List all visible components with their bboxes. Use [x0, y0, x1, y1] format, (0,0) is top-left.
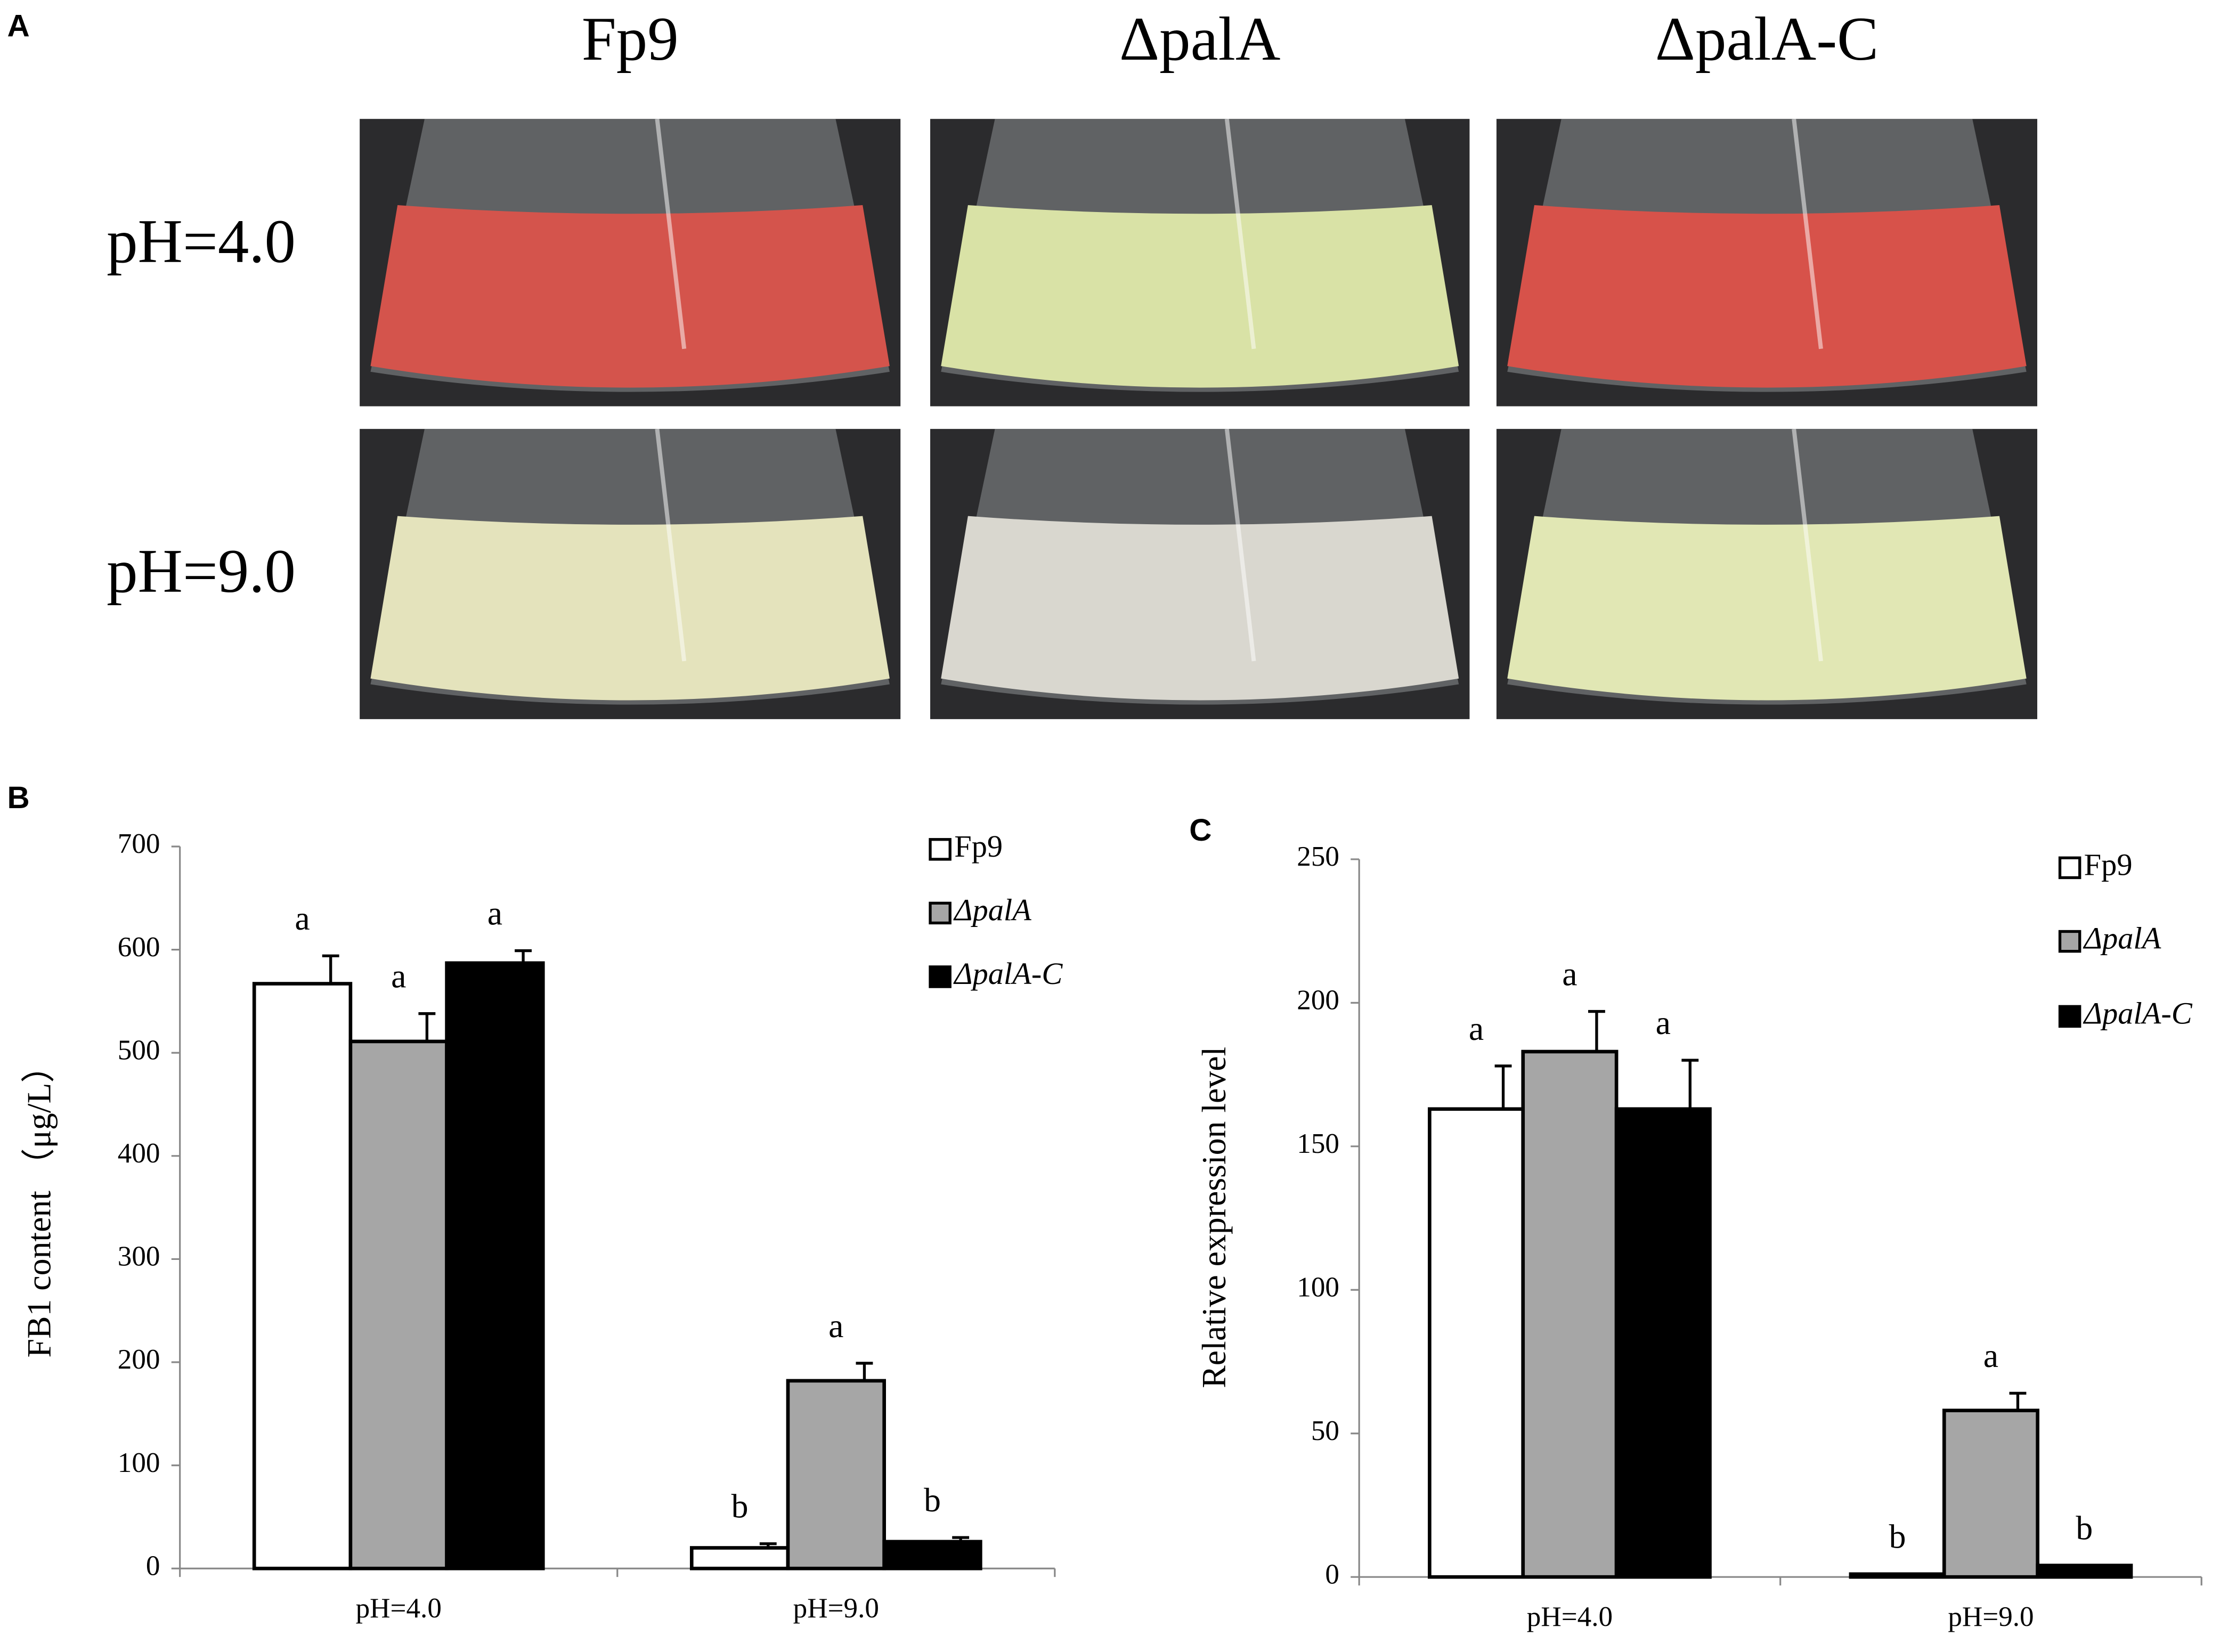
y-tick-label: 700 — [118, 828, 160, 859]
legend-swatch — [2058, 930, 2081, 953]
legend-label: Fp9 — [2084, 847, 2133, 882]
significance-letter: b — [1889, 1518, 1906, 1556]
error-bar — [515, 949, 532, 963]
error-bar — [322, 954, 339, 984]
y-tick-label: 50 — [1311, 1415, 1339, 1446]
panel-label: A — [7, 9, 30, 44]
bar — [348, 1039, 449, 1570]
significance-letter: b — [731, 1487, 749, 1525]
column-title: ΔpalA — [1119, 5, 1280, 74]
legend-label: Fp9 — [954, 829, 1003, 864]
y-tick-label: 200 — [1297, 985, 1339, 1016]
error-bar — [2009, 1391, 2027, 1411]
significance-letter: a — [295, 899, 310, 937]
legend-swatch — [2058, 1005, 2081, 1028]
glass-highlight — [1224, 428, 1256, 662]
x-tick-label: pH=4.0 — [1527, 1601, 1613, 1632]
bar — [882, 1540, 982, 1570]
y-tick-label: 400 — [118, 1138, 160, 1169]
bar — [252, 982, 353, 1570]
error-bar — [856, 1362, 873, 1381]
glass-highlight — [655, 428, 687, 662]
y-tick-label: 300 — [118, 1241, 160, 1272]
x-tick-label: pH=4.0 — [356, 1593, 442, 1624]
legend-label: ΔpalA-C — [2083, 996, 2193, 1030]
row-label: pH=9.0 — [107, 537, 296, 606]
flask-liquid — [941, 205, 1459, 388]
y-tick-label: 600 — [118, 932, 160, 963]
panel-label: C — [1189, 813, 1211, 848]
y-axis-title: Relative expression level — [1195, 1047, 1233, 1388]
y-tick-label: 0 — [146, 1550, 160, 1581]
bar — [1614, 1107, 1712, 1579]
bar — [786, 1379, 886, 1570]
legend-label: ΔpalA — [953, 892, 1031, 927]
y-tick-label: 0 — [1325, 1559, 1339, 1590]
flask-liquid — [1507, 205, 2027, 388]
error-bar — [1681, 1059, 1699, 1109]
x-tick-label: pH=9.0 — [1948, 1601, 2034, 1632]
legend-swatch — [929, 838, 952, 861]
legend-label: ΔpalA-C — [953, 956, 1063, 991]
flask-liquid — [1507, 516, 2027, 701]
error-bar — [1588, 1010, 1605, 1052]
significance-letter: a — [1983, 1337, 1998, 1374]
y-tick-label: 150 — [1297, 1128, 1339, 1159]
error-bar — [952, 1536, 970, 1542]
legend-swatch — [929, 901, 952, 925]
row-label: pH=4.0 — [107, 207, 296, 276]
column-title: Fp9 — [582, 5, 679, 74]
y-tick-label: 500 — [118, 1035, 160, 1065]
bar — [1521, 1049, 1619, 1579]
legend-swatch — [2058, 856, 2081, 880]
error-bar — [1494, 1064, 1512, 1109]
flask-liquid — [941, 516, 1459, 701]
y-tick-label: 200 — [118, 1344, 160, 1375]
significance-letter: a — [1562, 955, 1577, 992]
y-tick-label: 250 — [1297, 841, 1339, 872]
bar — [1428, 1107, 1525, 1579]
error-bar — [418, 1012, 436, 1041]
panel-label: B — [7, 780, 30, 815]
glass-highlight — [1224, 118, 1256, 349]
bar — [1942, 1409, 2039, 1579]
significance-letter: b — [924, 1481, 941, 1519]
x-tick-label: pH=9.0 — [793, 1593, 879, 1624]
error-bar — [759, 1542, 777, 1548]
y-tick-label: 100 — [118, 1447, 160, 1478]
legend-label: ΔpalA — [2083, 921, 2161, 955]
glass-highlight — [655, 118, 687, 349]
significance-letter: a — [1656, 1004, 1671, 1041]
photo-grid — [360, 118, 2037, 719]
significance-letter: a — [487, 894, 502, 932]
significance-letter: a — [391, 957, 406, 995]
bar — [2036, 1564, 2133, 1579]
column-title: ΔpalA-C — [1655, 5, 1879, 74]
significance-letter: a — [828, 1307, 843, 1345]
flask-liquid — [370, 516, 890, 701]
bar — [445, 961, 545, 1570]
glass-highlight — [1792, 118, 1823, 349]
glass-highlight — [1792, 428, 1823, 662]
y-tick-label: 100 — [1297, 1272, 1339, 1303]
legend-swatch — [929, 965, 952, 988]
bar — [689, 1546, 790, 1570]
flask-liquid — [370, 205, 890, 388]
significance-letter: a — [1469, 1010, 1484, 1047]
significance-letter: b — [2076, 1509, 2093, 1547]
y-axis-title: FB1 content （μg/L） — [20, 1049, 58, 1358]
